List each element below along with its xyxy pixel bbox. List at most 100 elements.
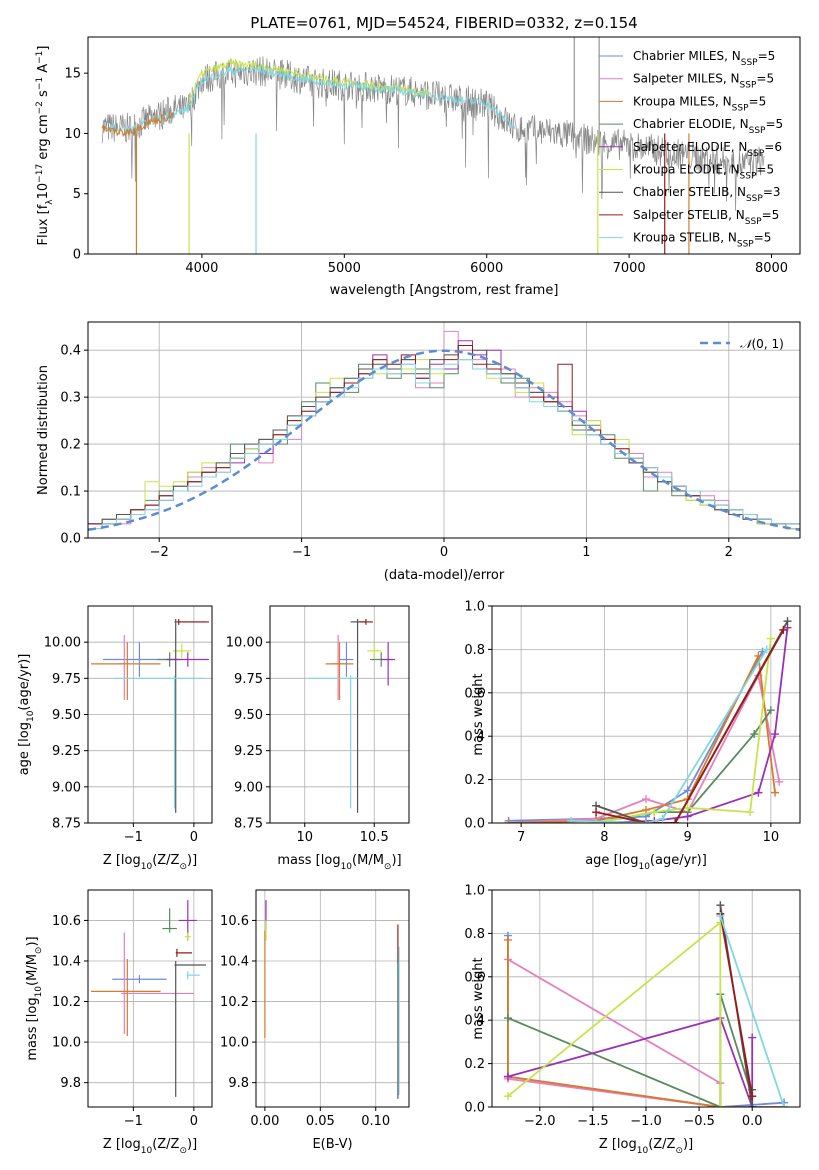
y-tick-label: 9.50	[52, 708, 81, 723]
label-part: 𝒩	[740, 337, 755, 351]
data-point	[780, 1103, 789, 1107]
x-tick-label: 7000	[613, 261, 646, 276]
data-point	[775, 777, 784, 786]
errorbar-chabrier-stelib	[174, 960, 206, 1097]
series-kroupa-elodie	[592, 634, 775, 823]
series-salpeter-elodie	[592, 623, 792, 823]
errorbar-chabrier-stelib	[350, 619, 365, 813]
data-point	[783, 617, 792, 626]
label-part: ]	[36, 46, 51, 51]
data-point	[750, 730, 759, 739]
y-tick-label: 10.0	[52, 1036, 81, 1051]
errorbar-kroupa-miles	[91, 958, 161, 1037]
legend-entry: Kroupa STELIB, NSSP=5	[633, 231, 771, 250]
label-part: Kroupa ELODIE, N	[633, 163, 740, 177]
data-point	[592, 808, 601, 817]
label-part: (Z/Z	[648, 1137, 675, 1152]
legend-entry: Kroupa MILES, NSSP=5	[633, 94, 766, 113]
x-tick-label: 0.00	[250, 1114, 279, 1129]
data-point	[771, 730, 780, 739]
errorbar-salpeter-miles	[121, 932, 194, 1034]
y-tick-label: 10.2	[220, 995, 249, 1010]
label-part: 10	[26, 710, 36, 722]
label-part: SSP	[740, 81, 757, 91]
data-point	[592, 819, 601, 823]
errorbar-kroupa-elodie	[367, 643, 382, 659]
label-part: SSP	[745, 217, 762, 227]
data-point	[503, 1092, 512, 1101]
series-line	[507, 993, 754, 1107]
x-tick-label: 9	[683, 830, 691, 845]
x-tick-label: 0	[190, 1114, 198, 1129]
y-tick-label: 5	[73, 187, 81, 202]
data-point	[754, 651, 763, 660]
data-point	[716, 901, 725, 910]
label-part: Salpeter STELIB, N	[633, 208, 745, 222]
plot-area	[264, 900, 400, 1099]
plot-area	[308, 619, 396, 813]
x-tick-label: 10.5	[360, 830, 389, 845]
series-data	[101, 56, 765, 211]
y-tick-label: 10.4	[220, 954, 249, 969]
data-point	[650, 808, 659, 817]
errorbar-salpeter-miles	[331, 634, 346, 701]
label-part: SSP	[737, 240, 754, 250]
x-tick-label: −2	[150, 545, 169, 560]
series-line	[506, 939, 785, 1107]
label-part: −17	[35, 164, 45, 183]
label-part: =5	[765, 117, 783, 131]
label-part: erg cm	[36, 114, 51, 163]
legend-entry: Chabrier STELIB, NSSP=3	[633, 185, 781, 204]
label-part: )]	[391, 853, 401, 868]
errorbar-salpeter-elodie	[381, 642, 396, 686]
label-part: age [log	[17, 722, 32, 775]
series-line	[595, 629, 785, 823]
label-part: SSP	[747, 149, 764, 159]
y-axis-label: Flux [fλ10−17 erg cm−2 s−1 A−1]	[35, 46, 55, 246]
panel-mass-weight-vs-Z: −2.0 −1.5 −1.0 −0.5 0.0 0.0 0.2 0.4 0.6 0.8 1.0 Z […	[464, 884, 801, 1156]
series-line	[719, 915, 785, 1107]
y-tick-label: 0.2	[464, 773, 485, 788]
data-point	[771, 788, 780, 797]
data-point	[503, 935, 512, 944]
label-part: (0, 1)	[752, 337, 784, 351]
label-part: =5	[758, 49, 776, 63]
y-axis-label: Normed distribution	[36, 365, 51, 495]
series-line	[508, 652, 776, 823]
figure-title: PLATE=0761, MJD=54524, FIBERID=0332, z=0…	[250, 14, 637, 32]
y-tick-label: 10.00	[226, 636, 263, 651]
label-part: )]	[25, 936, 40, 946]
y-axis-label: mass weight	[471, 673, 486, 755]
axes-frame	[255, 889, 410, 1108]
x-tick-label: −1	[124, 1114, 143, 1129]
series-kroupa-stelib	[716, 912, 789, 1107]
errorbar-kroupa-stelib	[114, 675, 205, 809]
data-point	[746, 808, 755, 817]
x-tick-label: −1	[124, 830, 143, 845]
histogram-kroupa-stelib	[88, 359, 800, 538]
x-tick-label: −1	[292, 545, 311, 560]
series-kroupa-stelib	[567, 645, 771, 823]
label-part: ⊙	[34, 947, 44, 955]
label-part: (M/M	[25, 954, 40, 986]
label-part: age [log	[585, 853, 638, 868]
y-axis-label: mass weight	[471, 957, 486, 1039]
label-part: mass [log	[25, 997, 40, 1060]
series-chabrier-elodie	[503, 990, 757, 1107]
data-point	[642, 819, 650, 823]
label-part: (Z/Z	[152, 853, 179, 868]
series-line	[596, 627, 789, 823]
x-tick-label: 6000	[470, 261, 503, 276]
gaussian-curve	[88, 349, 800, 532]
legend-entry: Salpeter STELIB, NSSP=5	[633, 208, 779, 227]
data-point	[642, 805, 650, 814]
y-tick-label: 0.4	[60, 344, 81, 359]
label-part: =6	[764, 140, 782, 154]
label-part: Z [log	[103, 1137, 141, 1152]
errorbar-chabrier-miles	[339, 642, 354, 677]
label-part: Flux [f	[36, 204, 51, 245]
label-part: SSP	[746, 194, 763, 204]
y-tick-label: 9.00	[52, 780, 81, 795]
